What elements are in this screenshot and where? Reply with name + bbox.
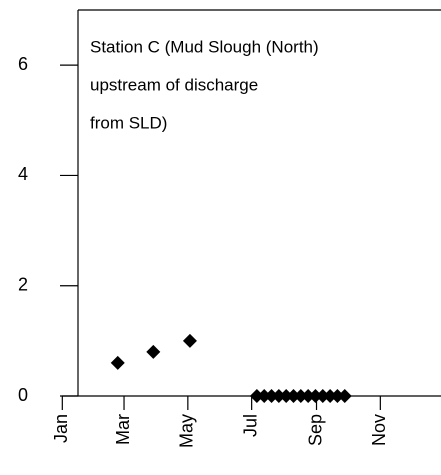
point [323, 389, 338, 403]
point [264, 389, 279, 403]
point [182, 333, 197, 348]
y-tick-label: 4 [18, 164, 28, 184]
point [249, 389, 264, 403]
annotation: upstream of discharge [90, 75, 258, 94]
annotation: from SLD) [90, 113, 167, 132]
point [337, 389, 352, 403]
point [315, 389, 330, 403]
y-tick-label: 2 [18, 274, 28, 294]
point [257, 389, 272, 403]
point [330, 389, 345, 403]
point [293, 389, 308, 403]
x-tick-label: Nov [369, 414, 389, 446]
x-tick-label: May [177, 414, 197, 448]
point [286, 389, 301, 403]
point [146, 344, 161, 359]
x-tick-label: Jan [51, 414, 71, 443]
x-tick-label: Sep [305, 414, 325, 446]
y-tick-label: 0 [18, 385, 28, 405]
y-tick-label: 6 [18, 54, 28, 74]
point [279, 389, 294, 403]
annotation: Station C (Mud Slough (North) [90, 37, 319, 56]
point [308, 389, 323, 403]
point [271, 389, 286, 403]
x-tick-label: Mar [113, 414, 133, 445]
point [110, 355, 125, 370]
point [301, 389, 316, 403]
x-tick-label: Jul [240, 414, 260, 437]
